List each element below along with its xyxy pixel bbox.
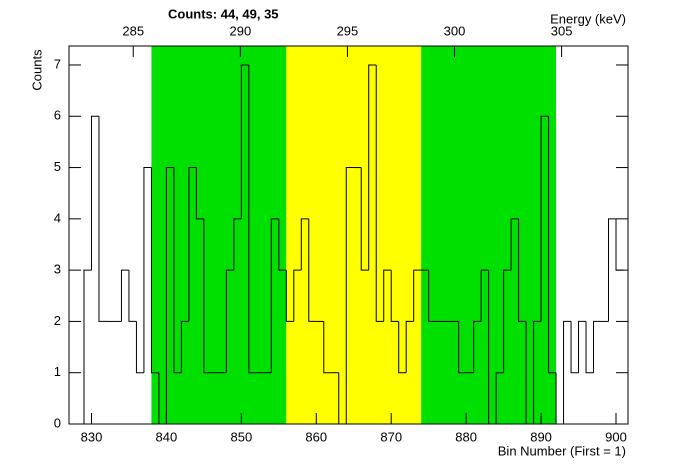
bin bbox=[518, 218, 527, 322]
bin bbox=[225, 269, 234, 373]
bin bbox=[120, 269, 129, 322]
bin bbox=[510, 218, 519, 271]
bin bbox=[323, 321, 332, 374]
bin bbox=[585, 321, 594, 374]
bin bbox=[593, 320, 602, 373]
chart-title: Counts: 44, 49, 35 bbox=[168, 6, 279, 21]
bin bbox=[413, 269, 422, 322]
bin bbox=[540, 115, 549, 322]
bin bbox=[480, 269, 489, 322]
bin bbox=[150, 167, 159, 374]
bin bbox=[405, 320, 414, 373]
bin bbox=[285, 270, 294, 322]
bin bbox=[308, 218, 317, 322]
x-tick-label: 830 bbox=[81, 429, 103, 444]
bin bbox=[503, 269, 512, 373]
bin bbox=[195, 167, 204, 220]
bin bbox=[375, 64, 384, 322]
bin bbox=[360, 167, 369, 271]
regions bbox=[151, 46, 557, 424]
y-tick-label: 3 bbox=[54, 262, 61, 277]
bin bbox=[368, 64, 377, 271]
bin bbox=[135, 321, 144, 374]
bin bbox=[398, 321, 407, 374]
bin bbox=[555, 372, 564, 425]
x-tick-label: 840 bbox=[156, 429, 178, 444]
x2-tick-label: 300 bbox=[444, 23, 466, 38]
x-tick-label: 880 bbox=[455, 429, 477, 444]
y-tick-label: 1 bbox=[54, 364, 61, 379]
bin bbox=[428, 270, 437, 322]
x2-axis-label: Energy (keV) bbox=[550, 11, 626, 26]
bin bbox=[90, 115, 99, 271]
bin bbox=[278, 218, 287, 271]
y-tick-label: 0 bbox=[54, 415, 61, 430]
bin bbox=[563, 320, 572, 424]
y-tick-label: 5 bbox=[54, 159, 61, 174]
bin bbox=[248, 64, 257, 374]
y-tick-label: 7 bbox=[54, 56, 61, 71]
bin bbox=[383, 269, 392, 322]
bin bbox=[345, 167, 354, 424]
x-tick-label: 890 bbox=[530, 429, 552, 444]
bin bbox=[270, 218, 279, 373]
y-tick-label: 6 bbox=[54, 108, 61, 123]
x2-tick-label: 290 bbox=[229, 23, 251, 38]
bin bbox=[390, 270, 399, 322]
y-tick-label: 4 bbox=[54, 210, 61, 225]
x-tick-label: 850 bbox=[230, 429, 252, 444]
bin bbox=[165, 167, 174, 424]
x-axis-label: Bin Number (First = 1) bbox=[498, 443, 626, 458]
bin bbox=[615, 218, 624, 271]
x-tick-label: 870 bbox=[380, 429, 402, 444]
bin bbox=[240, 64, 249, 219]
bin bbox=[578, 320, 587, 373]
x-tick-label: 900 bbox=[605, 429, 627, 444]
frame bbox=[68, 45, 629, 425]
bin bbox=[173, 167, 182, 374]
bin bbox=[608, 218, 617, 322]
bin bbox=[128, 270, 137, 322]
bin bbox=[180, 320, 189, 373]
x-tick-label: 860 bbox=[305, 429, 327, 444]
bin bbox=[548, 116, 557, 374]
y-tick-label: 2 bbox=[54, 313, 61, 328]
bin bbox=[570, 321, 579, 374]
bin bbox=[495, 372, 504, 424]
region bbox=[286, 46, 422, 424]
bin bbox=[293, 269, 302, 322]
bin bbox=[458, 321, 467, 374]
bin bbox=[143, 167, 152, 373]
bin bbox=[233, 218, 242, 271]
bin bbox=[188, 167, 197, 322]
y-axis-label: Counts bbox=[29, 49, 44, 91]
x2-tick-label: 305 bbox=[551, 23, 573, 38]
bin bbox=[300, 218, 309, 271]
bin bbox=[98, 116, 107, 322]
region bbox=[151, 46, 287, 424]
bin bbox=[533, 320, 542, 424]
x2-tick-label: 285 bbox=[122, 23, 144, 38]
bin bbox=[83, 269, 92, 424]
x2-tick-label: 295 bbox=[337, 23, 359, 38]
bin bbox=[203, 218, 212, 374]
bin bbox=[473, 320, 482, 373]
